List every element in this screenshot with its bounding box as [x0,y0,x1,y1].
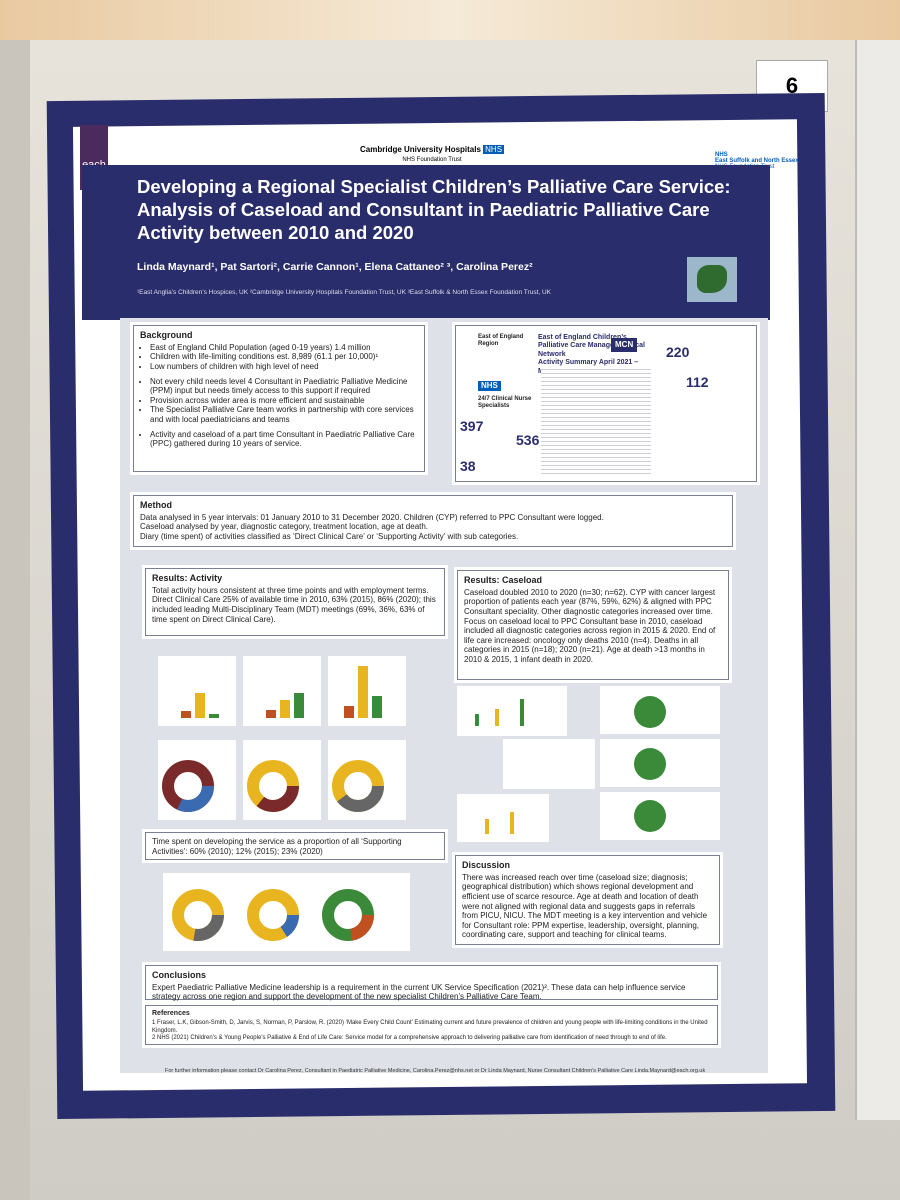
text-block [541,366,651,476]
line: 2 NHS (2021) Children’s & Young People’s… [152,1034,667,1041]
section-title: References [152,1010,190,1017]
background-box: Background East of England Child Populat… [133,325,425,472]
mcn-name: East of England Children’s Palliative Ca… [538,334,645,358]
discussion-box: Discussion There was increased reach ove… [455,855,720,945]
caseload-box: Results: Caseload Caseload doubled 2010 … [457,570,729,680]
stat: 38 [460,458,476,474]
stat: 112 [686,374,709,390]
method-box: Method Data analysed in 5 year intervals… [133,495,733,547]
section-title: Background [140,330,193,340]
section-title: Results: Activity [152,573,223,583]
section-title: Discussion [462,860,511,870]
bullet: Activity and caseload of a part time Con… [150,430,418,449]
references-box: References 1 Fraser, L.K, Gibson-Smith, … [145,1005,718,1045]
line: 1 Fraser, L.K, Gibson-Smith, D, Jarvis, … [152,1020,708,1034]
cuh-logo: Cambridge University Hospitals NHS NHS Fo… [360,145,505,163]
org2: East Suffolk and North Essex [715,158,799,164]
caseload-charts [457,686,720,842]
region-label: East of England Region [478,334,524,348]
header-band: Developing a Regional Specialist Childre… [82,165,770,320]
text: Expert Paediatric Palliative Medicine le… [152,982,686,1002]
nhs: NHS [483,145,505,154]
next-board [855,40,900,1120]
bullet-list: East of England Child Population (aged 0… [140,343,418,449]
map [687,257,737,302]
window-blind [0,0,900,40]
affiliations: ¹East Anglia’s Children’s Hospices, UK ²… [137,289,552,296]
nhs: NHS [715,152,728,158]
supporting-charts [163,873,410,951]
stat: 220 [666,344,690,360]
bullet: The Specialist Palliative Care team work… [150,405,418,424]
title: Developing a Regional Specialist Childre… [137,176,731,244]
nhs: NHS [478,381,501,391]
line: Diary (time spent) of activities classif… [140,531,519,541]
cns-label: 24/7 Clinical Nurse Specialists [478,396,532,410]
infographic: East of England Region East of England C… [455,325,757,482]
text: Time spent on developing the service as … [152,837,402,856]
section-title: Method [140,500,172,510]
org-sub: NHS Foundation Trust [402,157,462,163]
activity-box: Results: Activity Total activity hours c… [145,568,445,636]
section-title: Conclusions [152,970,207,980]
text: There was increased reach over time (cas… [462,872,708,940]
stat: 397 [460,418,484,434]
text: Total activity hours consistent at three… [152,585,436,624]
text: Caseload doubled 2010 to 2020 (n=30; n=6… [464,587,716,664]
wall-edge [0,40,30,1200]
bullet: East of England Child Population (aged 0… [150,343,418,353]
line: Caseload analysed by year, diagnostic ca… [140,522,429,532]
bullet: Provision across wider area is more effi… [150,396,418,406]
line: Data analysed in 5 year intervals: 01 Ja… [140,512,604,522]
mcn-badge: MCN [611,338,638,352]
org: Cambridge University Hospitals [360,145,481,154]
bullet: Low numbers of children with high level … [150,362,418,372]
text: 1 Fraser, L.K, Gibson-Smith, D, Jarvis, … [152,1020,711,1042]
bullet: Children with life-limiting conditions e… [150,352,418,362]
bullet: Not every child needs level 4 Consultant… [150,377,418,396]
authors: Linda Maynard¹, Pat Sartori², Carrie Can… [137,261,533,273]
footer: For further information please contact D… [165,1068,706,1074]
stat: 536 [516,432,540,448]
activity-charts [158,656,406,820]
text: Data analysed in 5 year intervals: 01 Ja… [140,513,726,542]
conclusions-box: Conclusions Expert Paediatric Palliative… [145,965,718,1002]
section-title: Results: Caseload [464,575,543,585]
supporting-box: Time spent on developing the service as … [145,832,445,860]
